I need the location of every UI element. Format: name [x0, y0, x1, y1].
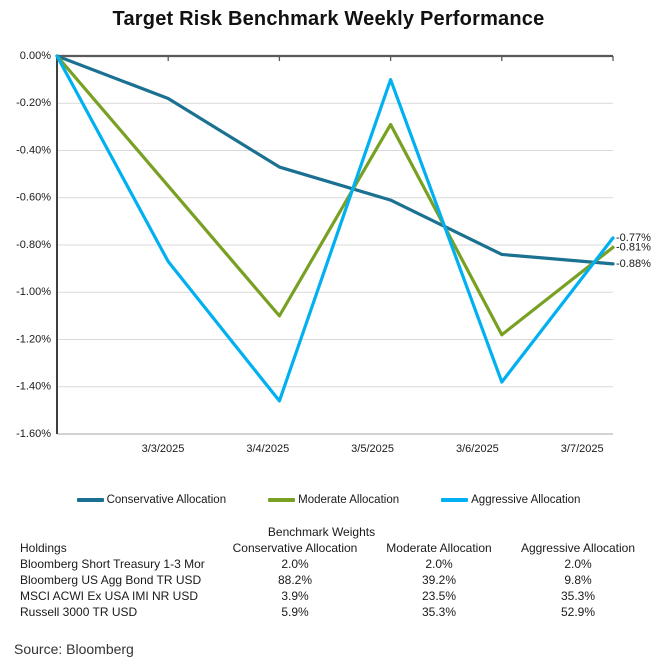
- weight-value: 2.0%: [281, 557, 309, 571]
- column-header: Conservative Allocation: [232, 541, 358, 555]
- weight-value: 5.9%: [281, 605, 309, 619]
- weight-value: 39.2%: [421, 573, 457, 587]
- x-axis-label: 3/4/2025: [246, 443, 289, 455]
- series-end-label: -0.88%: [616, 258, 651, 270]
- weight-value: 9.8%: [564, 573, 592, 587]
- column-header: Holdings: [20, 541, 67, 555]
- chart-title: Target Risk Benchmark Weekly Performance: [112, 8, 545, 30]
- series-line: [55, 54, 615, 403]
- x-axis-label: 3/6/2025: [456, 443, 499, 455]
- y-axis-label: -0.20%: [16, 97, 51, 109]
- weight-value: 35.3%: [421, 605, 457, 619]
- weight-value: 88.2%: [277, 573, 313, 587]
- weight-value: 52.9%: [560, 605, 596, 619]
- holding-name: MSCI ACWI Ex USA IMI NR USD: [20, 589, 199, 603]
- y-axis-label: -1.60%: [16, 428, 51, 440]
- line-chart: 0.00% -0.20% -0.40% -0.60% -0.80% -1.00% -1.20…: [16, 50, 651, 455]
- y-axis-label: -1.00%: [16, 286, 51, 298]
- weight-value: 35.3%: [560, 589, 596, 603]
- legend-item: Aggressive Allocation: [441, 494, 580, 506]
- series-line: [55, 54, 615, 266]
- y-axis-label: 0.00%: [20, 50, 51, 62]
- x-axis-label: 3/3/2025: [142, 443, 185, 455]
- weight-value: 3.9%: [281, 589, 309, 603]
- legend-label: Aggressive Allocation: [471, 494, 581, 506]
- column-header: Aggressive Allocation: [520, 541, 636, 555]
- y-axis-label: -0.80%: [16, 239, 51, 251]
- legend-label: Moderate Allocation: [298, 494, 400, 506]
- table-group-header: Benchmark Weights: [267, 525, 376, 539]
- holding-name: Bloomberg US Agg Bond TR USD: [20, 573, 202, 587]
- x-axis-label: 3/7/2025: [561, 443, 604, 455]
- y-axis-label: -0.40%: [16, 144, 51, 156]
- y-axis-label: -0.60%: [16, 192, 51, 204]
- legend-line-swatch: [441, 498, 469, 502]
- y-axis-label: -1.40%: [16, 381, 51, 393]
- table-grid: Holdings Conservative Allocation Moderate …: [20, 540, 643, 620]
- benchmark-weights-table: Benchmark Weights Holdings Conservative A…: [20, 524, 643, 620]
- column-header: Moderate Allocation: [386, 541, 492, 555]
- weight-value: 2.0%: [564, 557, 592, 571]
- series-end-label: -0.81%: [616, 241, 651, 253]
- legend-item: Conservative Allocation: [76, 494, 227, 506]
- source-text: Source: Bloomberg: [14, 641, 134, 657]
- legend-line-swatch: [268, 498, 296, 502]
- series-line: [55, 54, 615, 337]
- holding-name: Bloomberg Short Treasury 1-3 Mor: [20, 557, 205, 571]
- legend-line-swatch: [76, 498, 104, 502]
- x-axis-label: 3/5/2025: [351, 443, 394, 455]
- y-axis-label: -1.20%: [16, 333, 51, 345]
- holding-name: Russell 3000 TR USD: [20, 605, 138, 619]
- legend-label: Conservative Allocation: [106, 494, 227, 506]
- weight-value: 23.5%: [421, 589, 457, 603]
- weight-value: 2.0%: [425, 557, 453, 571]
- chart-legend: Conservative Allocation Moderate Allocati…: [0, 494, 657, 506]
- legend-item: Moderate Allocation: [268, 494, 399, 506]
- series-end-label: -0.77%: [616, 232, 651, 244]
